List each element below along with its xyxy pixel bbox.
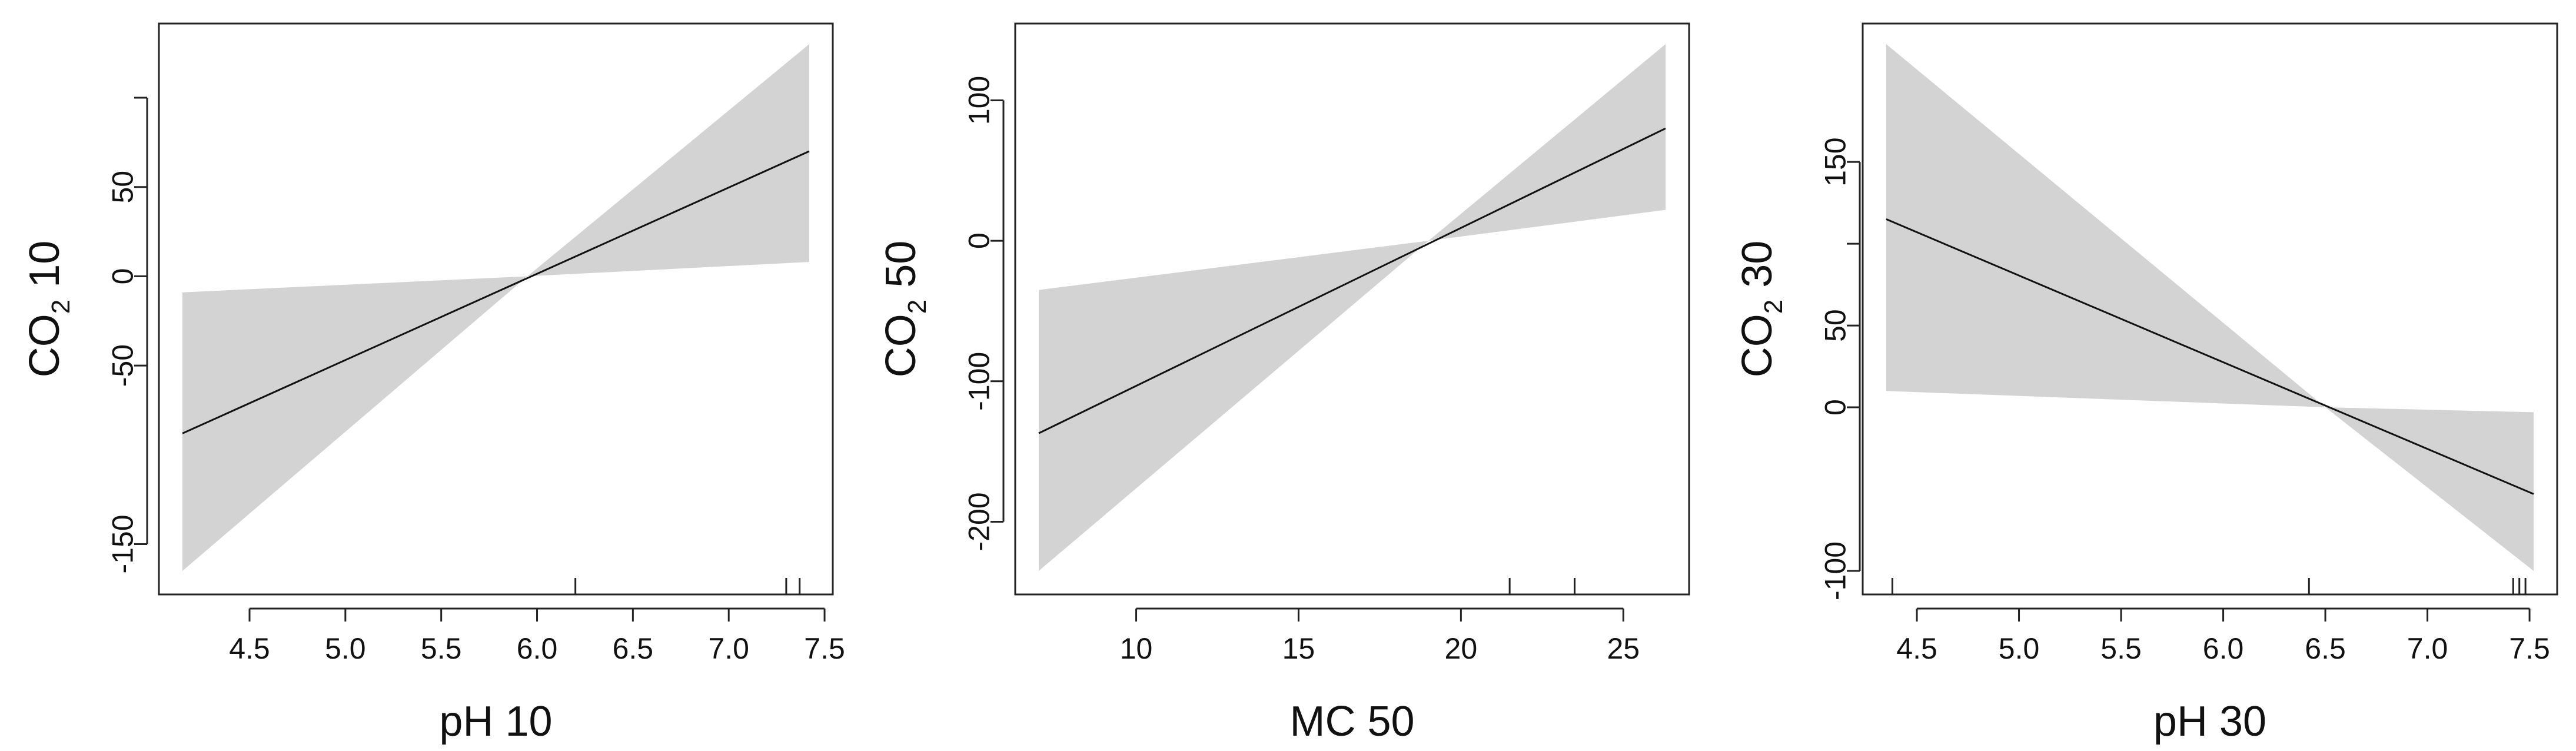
y-tick-label: -100 <box>963 352 996 411</box>
x-axis-title: MC 50 <box>1289 698 1414 745</box>
y-tick-label: 0 <box>1819 399 1852 416</box>
y-axis: -150 -50 0 50 <box>107 97 148 574</box>
plot-frame <box>1014 22 1690 596</box>
x-tick-label: 5.0 <box>325 632 366 665</box>
y-axis-title-rest: 30 <box>1734 241 1781 300</box>
x-axis: 4.5 5.0 5.5 6.0 6.5 7.0 7.5 <box>229 607 845 665</box>
x-tick-label: 5.5 <box>2100 632 2142 665</box>
x-tick-label: 15 <box>1282 632 1315 665</box>
chart-panel-1: -150 -50 0 50 4.5 5.0 5.5 6.0 6.5 7.0 7.5 pH 10 CO2 … <box>21 22 845 745</box>
fit-line <box>1886 218 2534 495</box>
x-tick-label: 5.5 <box>421 632 462 665</box>
x-tick-label: 7.0 <box>2407 632 2448 665</box>
y-tick-label: -200 <box>963 492 996 551</box>
fit-line <box>1038 127 1666 434</box>
x-axis: 10 15 20 25 <box>1120 607 1640 665</box>
y-axis-title: CO2 30 <box>1734 241 1788 378</box>
x-tick-label: 6.0 <box>517 632 558 665</box>
chart-panel-2: -200 -100 0 100 10 15 20 25 MC 50 CO2 50 <box>877 22 1690 745</box>
y-tick-label: 150 <box>1819 137 1852 186</box>
fit-line <box>182 150 810 434</box>
y-axis-title-main: CO <box>21 314 68 377</box>
y-axis: -200 -100 0 100 <box>963 76 1005 551</box>
x-tick-label: 20 <box>1445 632 1478 665</box>
y-tick-label: 50 <box>1819 309 1852 342</box>
y-tick-label: 0 <box>963 232 996 249</box>
y-tick-label: -100 <box>1819 541 1852 600</box>
x-tick-label: 6.5 <box>613 632 654 665</box>
y-axis-title-subscript: 2 <box>903 300 932 314</box>
y-axis: -100 0 50 150 <box>1819 137 1861 600</box>
x-axis: 4.5 5.0 5.5 6.0 6.5 7.0 7.5 <box>1896 607 2550 665</box>
x-tick-label: 4.5 <box>1896 632 1937 665</box>
y-axis-title: CO2 50 <box>877 241 932 378</box>
y-tick-label: 100 <box>963 76 996 125</box>
x-tick-label: 10 <box>1120 632 1153 665</box>
plot-frame <box>158 22 834 596</box>
x-axis-title: pH 30 <box>2153 698 2266 745</box>
y-axis-title: CO2 10 <box>21 241 75 378</box>
y-axis-title-subscript: 2 <box>1759 300 1788 314</box>
y-axis-title-main: CO <box>877 314 925 377</box>
x-axis-title: pH 10 <box>439 698 552 745</box>
x-tick-label: 7.0 <box>708 632 749 665</box>
plot-frame <box>1862 22 2558 596</box>
y-axis-title-subscript: 2 <box>46 300 75 314</box>
x-tick-label: 6.5 <box>2305 632 2346 665</box>
confidence-band <box>182 44 809 571</box>
confidence-band <box>1039 44 1666 571</box>
x-tick-label: 4.5 <box>229 632 270 665</box>
y-tick-label: 50 <box>107 171 139 204</box>
x-tick-label: 7.5 <box>2509 632 2550 665</box>
y-axis-title-rest: 50 <box>877 241 925 300</box>
y-axis-title-main: CO <box>1734 314 1781 377</box>
y-tick-label: -150 <box>107 514 139 573</box>
chart-panel-3: -100 0 50 150 4.5 5.0 5.5 6.0 6.5 7.0 7.5 pH 30 CO2 … <box>1734 22 2558 745</box>
x-tick-label: 5.0 <box>1999 632 2040 665</box>
y-tick-label: 0 <box>107 268 139 285</box>
confidence-band <box>1886 44 2534 571</box>
y-axis-title-rest: 10 <box>21 241 68 300</box>
x-tick-label: 7.5 <box>804 632 845 665</box>
y-tick-label: -50 <box>107 344 139 387</box>
x-tick-label: 25 <box>1607 632 1640 665</box>
x-tick-label: 6.0 <box>2203 632 2244 665</box>
